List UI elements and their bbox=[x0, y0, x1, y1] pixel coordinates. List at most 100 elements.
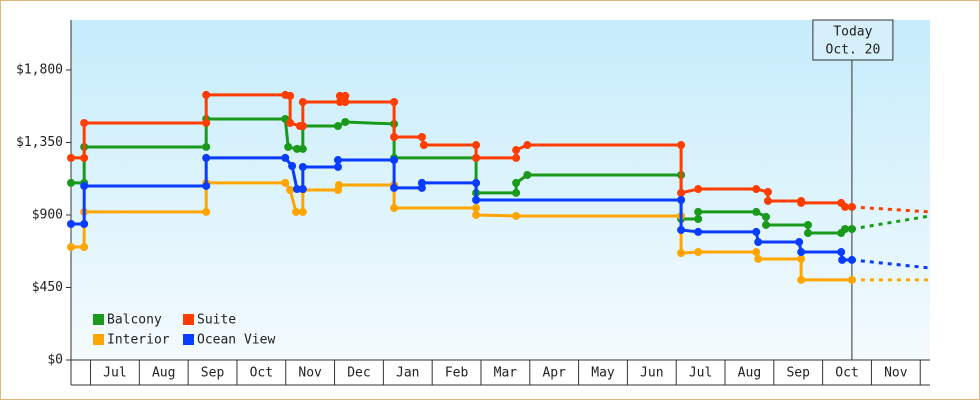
price-point bbox=[763, 187, 772, 196]
price-point bbox=[694, 227, 703, 236]
price-point bbox=[286, 91, 295, 100]
price-point bbox=[512, 153, 521, 162]
price-point bbox=[752, 248, 761, 257]
price-point bbox=[288, 161, 297, 170]
price-point bbox=[762, 220, 771, 229]
price-point bbox=[795, 238, 804, 247]
price-point bbox=[512, 146, 521, 155]
legend-label: Suite bbox=[197, 313, 236, 328]
legend-swatch bbox=[183, 334, 194, 345]
price-point bbox=[390, 132, 399, 141]
y-tick-label: $0 bbox=[47, 353, 63, 368]
today-box bbox=[812, 19, 894, 61]
forecast-line bbox=[851, 214, 931, 231]
price-line bbox=[71, 156, 852, 262]
price-point bbox=[292, 185, 301, 194]
price-point bbox=[202, 207, 211, 216]
plot-area bbox=[71, 20, 930, 360]
price-point bbox=[202, 181, 211, 190]
price-point bbox=[472, 195, 481, 204]
price-point bbox=[677, 195, 686, 204]
price-point bbox=[281, 178, 290, 187]
price-point bbox=[67, 153, 75, 162]
price-point bbox=[67, 220, 75, 228]
x-tick-label: Jan bbox=[396, 366, 419, 381]
legend-swatch bbox=[93, 314, 104, 325]
price-point bbox=[390, 204, 399, 213]
price-point bbox=[512, 178, 521, 187]
price-point bbox=[752, 227, 761, 236]
x-tick-label: Apr bbox=[542, 366, 566, 381]
price-point bbox=[202, 142, 211, 151]
price-point bbox=[694, 215, 703, 224]
x-tick-label: Nov bbox=[884, 366, 908, 381]
price-point bbox=[298, 98, 307, 107]
x-tick-label: Oct bbox=[835, 366, 858, 381]
price-point bbox=[341, 118, 350, 126]
price-point bbox=[797, 198, 806, 207]
legend-label: Interior bbox=[107, 333, 170, 348]
price-point bbox=[80, 118, 89, 127]
price-point bbox=[390, 98, 399, 107]
price-point bbox=[847, 202, 856, 211]
x-tick-label: Aug bbox=[738, 366, 761, 381]
price-point bbox=[523, 141, 532, 150]
price-point bbox=[762, 212, 771, 221]
x-tick-label: Sep bbox=[786, 366, 810, 381]
price-point bbox=[472, 178, 481, 187]
legend-swatch bbox=[93, 334, 104, 345]
price-point bbox=[472, 141, 481, 150]
price-point bbox=[694, 207, 703, 216]
price-point bbox=[284, 142, 293, 151]
price-point bbox=[334, 181, 343, 190]
price-point bbox=[80, 243, 89, 252]
price-point bbox=[838, 255, 847, 264]
price-point bbox=[754, 238, 763, 247]
price-point bbox=[291, 207, 300, 216]
price-point bbox=[677, 188, 686, 197]
x-tick-label: Aug bbox=[152, 366, 175, 381]
price-point bbox=[417, 178, 426, 187]
price-point bbox=[841, 202, 850, 211]
price-point bbox=[754, 254, 763, 263]
price-point bbox=[847, 224, 856, 233]
price-point bbox=[417, 132, 426, 141]
price-point bbox=[292, 144, 301, 153]
price-point bbox=[80, 181, 89, 190]
price-point bbox=[694, 185, 703, 194]
price-point bbox=[67, 178, 75, 187]
x-tick-label: Jun bbox=[640, 366, 663, 381]
price-point bbox=[677, 225, 686, 234]
price-point bbox=[333, 162, 342, 171]
x-tick-label: Feb bbox=[445, 366, 469, 381]
price-point bbox=[512, 211, 521, 220]
price-point bbox=[298, 185, 307, 194]
price-point bbox=[341, 98, 350, 107]
x-tick-label: Oct bbox=[250, 366, 273, 381]
price-point bbox=[677, 249, 686, 258]
x-tick-label: Jul bbox=[103, 366, 126, 381]
price-point bbox=[472, 153, 481, 162]
forecast-line bbox=[851, 205, 931, 214]
price-point bbox=[797, 248, 806, 257]
price-point bbox=[67, 243, 75, 252]
price-point bbox=[202, 153, 211, 162]
price-point bbox=[298, 144, 307, 153]
price-point bbox=[202, 118, 211, 127]
x-tick-label: Sep bbox=[201, 366, 225, 381]
price-point bbox=[298, 122, 307, 131]
price-point bbox=[841, 224, 850, 233]
x-tick-label: Dec bbox=[347, 366, 370, 381]
y-tick-label: $900 bbox=[32, 207, 63, 222]
forecast-line bbox=[851, 258, 931, 270]
price-point bbox=[286, 186, 295, 194]
price-point bbox=[286, 118, 295, 127]
price-point bbox=[803, 220, 812, 229]
price-point bbox=[797, 254, 806, 263]
price-point bbox=[694, 248, 703, 257]
y-tick-label: $450 bbox=[32, 280, 63, 295]
legend-label: Ocean View bbox=[197, 333, 275, 348]
x-tick-label: Jul bbox=[689, 366, 712, 381]
